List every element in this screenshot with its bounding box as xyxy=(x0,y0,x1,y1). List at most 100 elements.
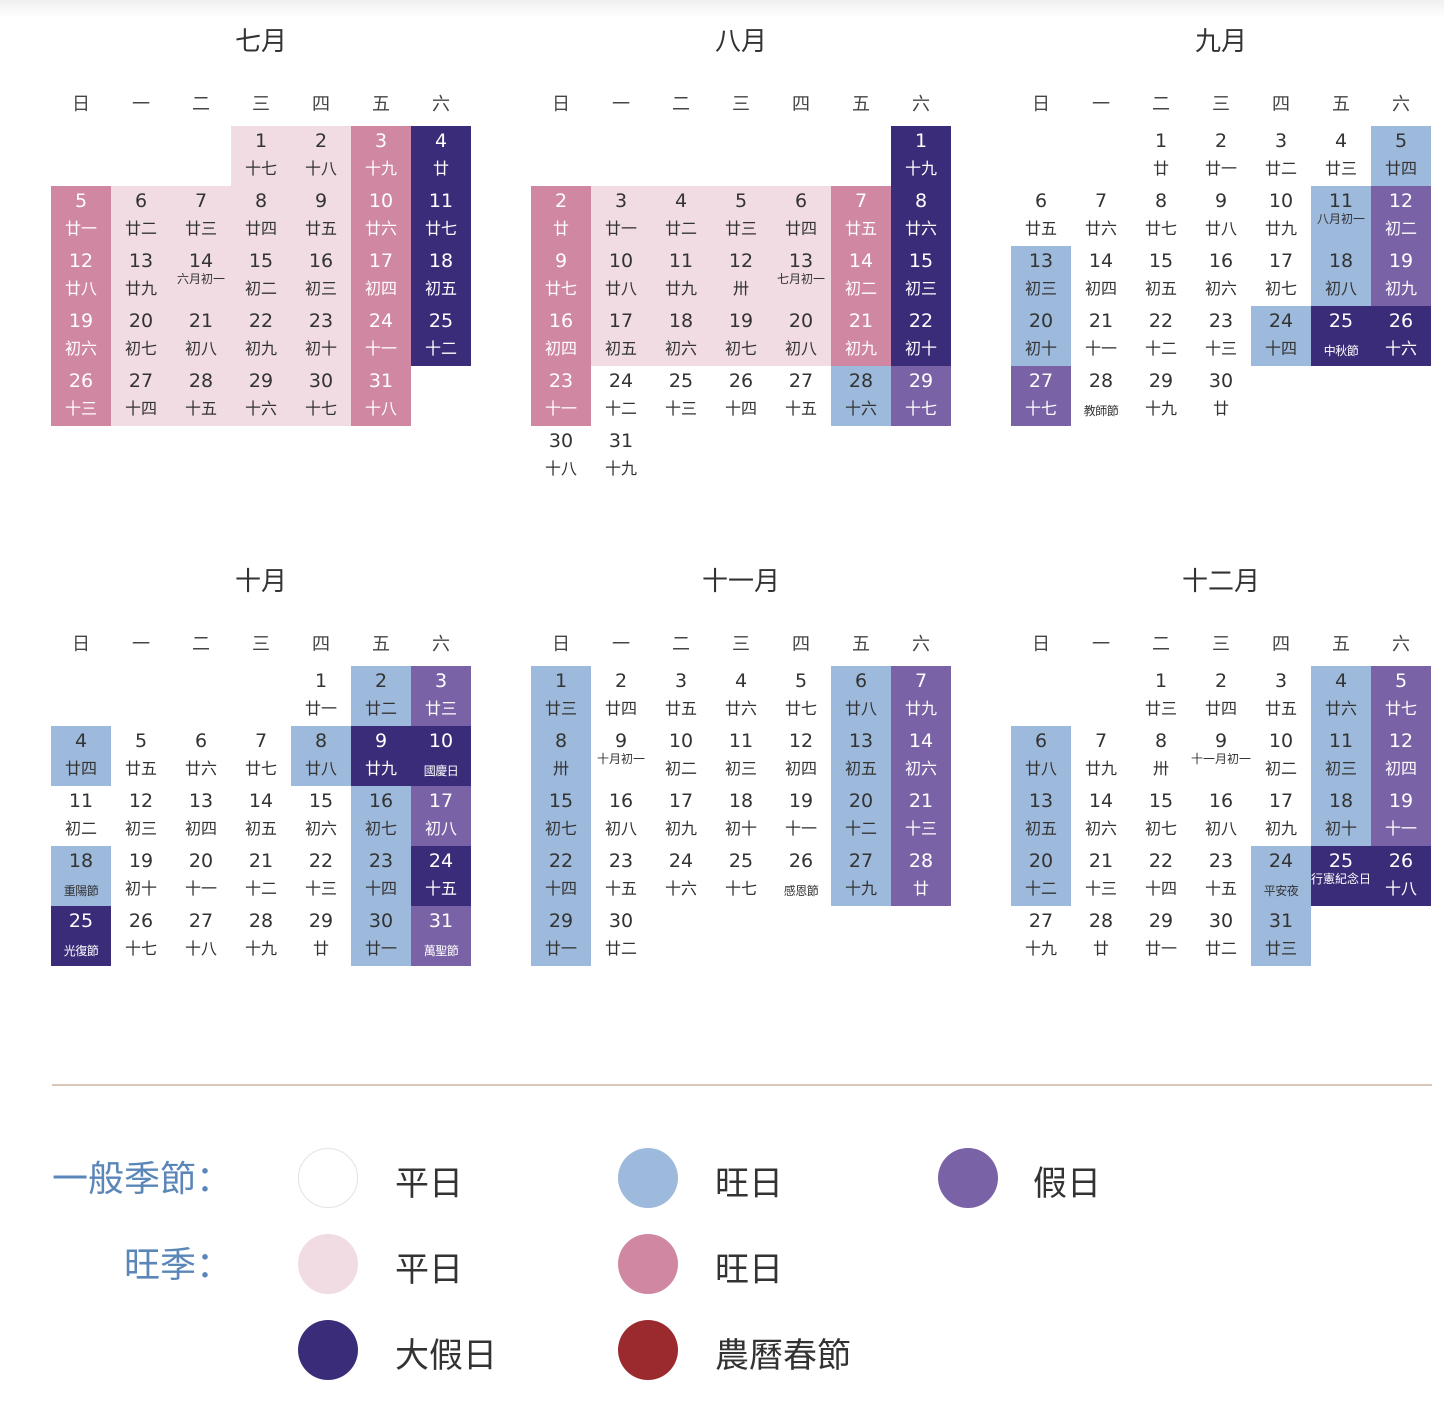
day-cell[interactable]: 7 廿三 xyxy=(171,186,231,246)
day-cell[interactable]: 1 廿三 xyxy=(531,666,591,726)
day-cell[interactable]: 28 廿 xyxy=(1071,906,1131,966)
day-cell[interactable]: 21 初八 xyxy=(171,306,231,366)
day-cell[interactable]: 11 八月初一 xyxy=(1311,186,1371,246)
day-cell[interactable]: 14 初二 xyxy=(831,246,891,306)
day-cell[interactable]: 14 六月初一 xyxy=(171,246,231,306)
day-cell[interactable]: 13 初三 xyxy=(1011,246,1071,306)
day-cell[interactable]: 22 初九 xyxy=(231,306,291,366)
day-cell[interactable]: 20 十二 xyxy=(831,786,891,846)
day-cell[interactable]: 16 初八 xyxy=(591,786,651,846)
day-cell[interactable]: 9 廿五 xyxy=(291,186,351,246)
day-cell[interactable]: 27 十九 xyxy=(1011,906,1071,966)
day-cell[interactable]: 25 十七 xyxy=(711,846,771,906)
day-cell[interactable]: 3 廿五 xyxy=(1251,666,1311,726)
day-cell[interactable]: 24 十六 xyxy=(651,846,711,906)
day-cell[interactable]: 27 十九 xyxy=(831,846,891,906)
day-cell[interactable]: 18 重陽節 xyxy=(51,846,111,906)
day-cell[interactable]: 22 十四 xyxy=(531,846,591,906)
day-cell[interactable]: 15 初六 xyxy=(291,786,351,846)
day-cell[interactable]: 12 初三 xyxy=(111,786,171,846)
day-cell[interactable]: 2 廿二 xyxy=(351,666,411,726)
day-cell[interactable]: 7 廿六 xyxy=(1071,186,1131,246)
day-cell[interactable]: 23 初十 xyxy=(291,306,351,366)
day-cell[interactable]: 23 十三 xyxy=(1191,306,1251,366)
day-cell[interactable]: 28 十六 xyxy=(831,366,891,426)
day-cell[interactable]: 27 十八 xyxy=(171,906,231,966)
day-cell[interactable]: 22 十三 xyxy=(291,846,351,906)
day-cell[interactable]: 21 十三 xyxy=(1071,846,1131,906)
day-cell[interactable]: 23 十五 xyxy=(1191,846,1251,906)
day-cell[interactable]: 26 十三 xyxy=(51,366,111,426)
day-cell[interactable]: 25 行憲紀念日 xyxy=(1311,846,1371,906)
day-cell[interactable]: 2 廿一 xyxy=(1191,126,1251,186)
day-cell[interactable]: 23 十五 xyxy=(591,846,651,906)
day-cell[interactable]: 12 初四 xyxy=(1371,726,1431,786)
day-cell[interactable]: 28 十九 xyxy=(231,906,291,966)
day-cell[interactable]: 18 初十 xyxy=(1311,786,1371,846)
day-cell[interactable]: 13 初五 xyxy=(831,726,891,786)
day-cell[interactable]: 1 廿一 xyxy=(291,666,351,726)
day-cell[interactable]: 17 初五 xyxy=(591,306,651,366)
day-cell[interactable]: 5 廿三 xyxy=(711,186,771,246)
day-cell[interactable]: 21 十一 xyxy=(1071,306,1131,366)
day-cell[interactable]: 1 十七 xyxy=(231,126,291,186)
day-cell[interactable]: 13 七月初一 xyxy=(771,246,831,306)
day-cell[interactable]: 10 廿九 xyxy=(1251,186,1311,246)
day-cell[interactable]: 21 十二 xyxy=(231,846,291,906)
day-cell[interactable]: 5 廿七 xyxy=(771,666,831,726)
day-cell[interactable]: 28 廿 xyxy=(891,846,951,906)
day-cell[interactable]: 25 中秋節 xyxy=(1311,306,1371,366)
day-cell[interactable]: 5 廿四 xyxy=(1371,126,1431,186)
day-cell[interactable]: 18 初五 xyxy=(411,246,471,306)
day-cell[interactable]: 17 初八 xyxy=(411,786,471,846)
day-cell[interactable]: 9 廿八 xyxy=(1191,186,1251,246)
day-cell[interactable]: 26 十六 xyxy=(1371,306,1431,366)
day-cell[interactable]: 30 廿二 xyxy=(1191,906,1251,966)
day-cell[interactable]: 14 初四 xyxy=(1071,246,1131,306)
day-cell[interactable]: 10 初二 xyxy=(1251,726,1311,786)
day-cell[interactable]: 23 十四 xyxy=(351,846,411,906)
day-cell[interactable]: 6 廿八 xyxy=(1011,726,1071,786)
day-cell[interactable]: 1 十九 xyxy=(891,126,951,186)
day-cell[interactable]: 16 初八 xyxy=(1191,786,1251,846)
day-cell[interactable]: 15 初三 xyxy=(891,246,951,306)
day-cell[interactable]: 28 教師節 xyxy=(1071,366,1131,426)
day-cell[interactable]: 5 廿七 xyxy=(1371,666,1431,726)
day-cell[interactable]: 20 十二 xyxy=(1011,846,1071,906)
day-cell[interactable]: 19 初六 xyxy=(51,306,111,366)
day-cell[interactable]: 19 初七 xyxy=(711,306,771,366)
day-cell[interactable]: 29 十九 xyxy=(1131,366,1191,426)
day-cell[interactable]: 26 感恩節 xyxy=(771,846,831,906)
day-cell[interactable]: 15 初七 xyxy=(1131,786,1191,846)
day-cell[interactable]: 15 初五 xyxy=(1131,246,1191,306)
day-cell[interactable]: 17 初七 xyxy=(1251,246,1311,306)
day-cell[interactable]: 17 初四 xyxy=(351,246,411,306)
day-cell[interactable]: 1 廿三 xyxy=(1131,666,1191,726)
day-cell[interactable]: 29 十六 xyxy=(231,366,291,426)
day-cell[interactable]: 18 初十 xyxy=(711,786,771,846)
day-cell[interactable]: 9 廿七 xyxy=(531,246,591,306)
day-cell[interactable]: 15 初七 xyxy=(531,786,591,846)
day-cell[interactable]: 24 十一 xyxy=(351,306,411,366)
day-cell[interactable]: 8 廿八 xyxy=(291,726,351,786)
day-cell[interactable]: 18 初六 xyxy=(651,306,711,366)
day-cell[interactable]: 19 初十 xyxy=(111,846,171,906)
day-cell[interactable]: 27 十七 xyxy=(1011,366,1071,426)
day-cell[interactable]: 22 十四 xyxy=(1131,846,1191,906)
day-cell[interactable]: 29 廿一 xyxy=(1131,906,1191,966)
day-cell[interactable]: 12 廿八 xyxy=(51,246,111,306)
day-cell[interactable]: 10 國慶日 xyxy=(411,726,471,786)
day-cell[interactable]: 2 十八 xyxy=(291,126,351,186)
day-cell[interactable]: 7 廿七 xyxy=(231,726,291,786)
day-cell[interactable]: 29 廿一 xyxy=(531,906,591,966)
day-cell[interactable]: 20 十一 xyxy=(171,846,231,906)
day-cell[interactable]: 5 廿五 xyxy=(111,726,171,786)
day-cell[interactable]: 26 十七 xyxy=(111,906,171,966)
day-cell[interactable]: 3 廿一 xyxy=(591,186,651,246)
day-cell[interactable]: 11 初三 xyxy=(711,726,771,786)
day-cell[interactable]: 2 廿四 xyxy=(591,666,651,726)
day-cell[interactable]: 8 廿四 xyxy=(231,186,291,246)
